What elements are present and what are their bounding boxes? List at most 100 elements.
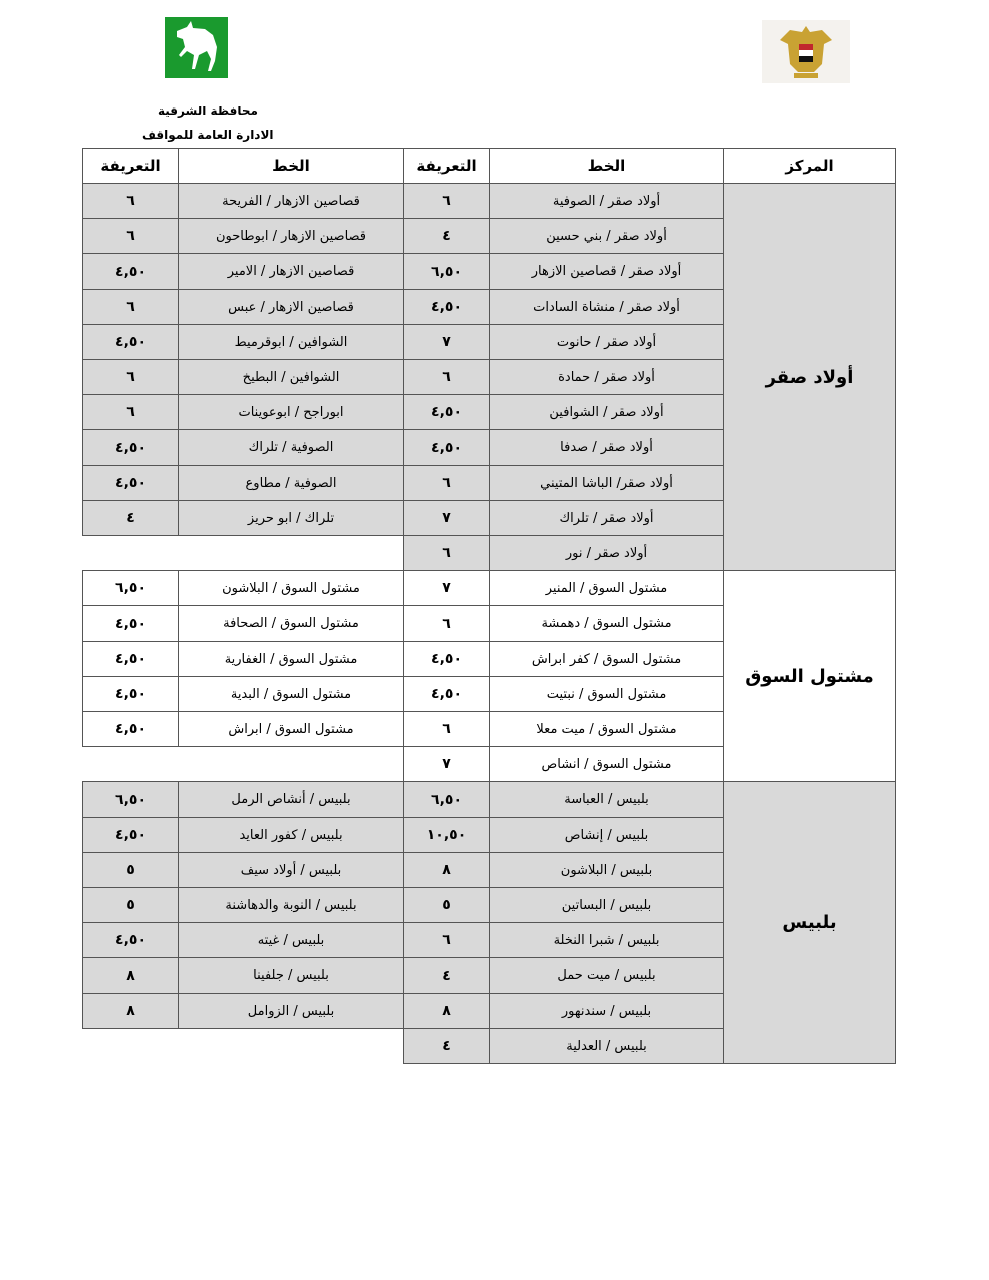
line-cell: مشتول السوق / كفر ابراش	[489, 641, 724, 677]
fare-cell: ٥	[82, 887, 179, 923]
line-cell: الصوفية / تلراك	[178, 429, 404, 466]
governorate-title: محافظة الشرقية	[158, 104, 258, 118]
line-cell: مشتول السوق / المنير	[489, 570, 724, 606]
line-cell: مشتول السوق / دهمشة	[489, 605, 724, 642]
line-cell: مشتول السوق / ميت معلا	[489, 711, 724, 747]
line-cell: بلبيس / أنشاص الرمل	[178, 781, 404, 818]
fare-cell: ٨	[403, 993, 490, 1029]
fare-cell: ٦	[403, 535, 490, 571]
fare-cell: ٤,٥٠	[403, 676, 490, 712]
line-cell: قصاصين الازهار / ابوطاحون	[178, 218, 404, 254]
fare-cell: ٦	[403, 183, 490, 219]
fare-cell: ٥	[403, 887, 490, 923]
fare-cell: ٤,٥٠	[82, 817, 179, 853]
line-cell: بلبيس / إنشاص	[489, 817, 724, 853]
fare-cell: ٤,٥٠	[82, 922, 179, 958]
line-cell: بلبيس / سندنهور	[489, 993, 724, 1029]
line-cell: بلبيس / العباسة	[489, 781, 724, 818]
fare-cell: ٤,٥٠	[82, 465, 179, 501]
fare-cell: ٧	[403, 746, 490, 782]
fare-cell: ٧	[403, 570, 490, 606]
fare-cell: ٤	[82, 500, 179, 536]
line-cell: مشتول السوق / البدية	[178, 676, 404, 712]
markaz-cell: مشتول السوق	[723, 570, 896, 782]
egypt-eagle-emblem	[762, 20, 850, 83]
line-cell: بلبيس / البلاشون	[489, 852, 724, 888]
line-cell: أولاد صقر / نور	[489, 535, 724, 571]
fare-cell: ٨	[82, 957, 179, 994]
fare-cell: ٤,٥٠	[403, 429, 490, 466]
line-cell: بلبيس / ميت حمل	[489, 957, 724, 994]
line-cell: أولاد صقر / تلراك	[489, 500, 724, 536]
fare-cell: ٦	[82, 183, 179, 219]
line-cell: أولاد صقر / بني حسين	[489, 218, 724, 254]
fare-cell: ٤,٥٠	[403, 289, 490, 325]
fare-cell: ٦,٥٠	[403, 781, 490, 818]
line-cell: أولاد صقر / منشاة السادات	[489, 289, 724, 325]
fare-cell: ٤,٥٠	[82, 605, 179, 642]
header-markaz: المركز	[723, 148, 896, 184]
fare-cell: ٤	[403, 1028, 490, 1064]
line-cell: أولاد صقر / قصاصين الازهار	[489, 253, 724, 290]
fare-cell: ٤,٥٠	[403, 641, 490, 677]
fare-cell: ٨	[82, 993, 179, 1029]
fare-cell: ٧	[403, 500, 490, 536]
line-cell: بلبيس / أولاد سيف	[178, 852, 404, 888]
line-cell: بلبيس / غيته	[178, 922, 404, 958]
fare-cell: ٨	[403, 852, 490, 888]
markaz-cell: أولاد صقر	[723, 183, 896, 571]
fare-cell: ٦	[403, 359, 490, 395]
fare-cell: ٦	[403, 711, 490, 747]
fare-cell: ٦	[403, 465, 490, 501]
line-cell: الشوافين / ابوقرميط	[178, 324, 404, 360]
fare-cell: ٤,٥٠	[82, 711, 179, 747]
line-cell: بلبيس / كفور العايد	[178, 817, 404, 853]
line-cell: بلبيس / النوبة والدهاشنة	[178, 887, 404, 923]
line-cell: بلبيس / جلفينا	[178, 957, 404, 994]
line-cell: الصوفية / مطاوع	[178, 465, 404, 501]
line-cell: قصاصين الازهار / عبس	[178, 289, 404, 325]
fare-cell: ٦	[82, 394, 179, 430]
fare-cell: ٤	[403, 218, 490, 254]
fare-cell: ٤,٥٠	[403, 394, 490, 430]
line-cell: ابوراجح / ابوعوينات	[178, 394, 404, 430]
line-cell: الشوافين / البطيخ	[178, 359, 404, 395]
fare-cell: ٤,٥٠	[82, 676, 179, 712]
header-line-2: الخط	[178, 148, 404, 184]
line-cell: مشتول السوق / البلاشون	[178, 570, 404, 606]
line-cell: أولاد صقر / حمادة	[489, 359, 724, 395]
fare-cell: ٦	[82, 289, 179, 325]
fare-cell: ٥	[82, 852, 179, 888]
line-cell: أولاد صقر / الشوافين	[489, 394, 724, 430]
line-cell: أولاد صقر / الصوفية	[489, 183, 724, 219]
fare-cell: ٤,٥٠	[82, 641, 179, 677]
line-cell: بلبيس / العدلية	[489, 1028, 724, 1064]
fare-cell: ٦,٥٠	[403, 253, 490, 290]
fare-cell: ٤,٥٠	[82, 429, 179, 466]
fare-cell: ١٠,٥٠	[403, 817, 490, 853]
line-cell: أولاد صقر / صدفا	[489, 429, 724, 466]
line-cell: مشتول السوق / الصحافة	[178, 605, 404, 642]
line-cell: مشتول السوق / نبتيت	[489, 676, 724, 712]
fare-cell: ٦	[82, 218, 179, 254]
line-cell: أولاد صقر / حانوت	[489, 324, 724, 360]
fare-cell: ٤,٥٠	[82, 324, 179, 360]
fare-cell: ٦	[82, 359, 179, 395]
fare-cell: ٤,٥٠	[82, 253, 179, 290]
fare-cell: ٤	[403, 957, 490, 994]
fare-cell: ٧	[403, 324, 490, 360]
fare-cell: ٦	[403, 605, 490, 642]
line-cell: بلبيس / البساتين	[489, 887, 724, 923]
fare-cell: ٦	[403, 922, 490, 958]
line-cell: مشتول السوق / انشاص	[489, 746, 724, 782]
horse-logo	[165, 17, 228, 78]
line-cell: قصاصين الازهار / الفريحة	[178, 183, 404, 219]
line-cell: بلبيس / الزوامل	[178, 993, 404, 1029]
line-cell: أولاد صقر/ الباشا المتيني	[489, 465, 724, 501]
line-cell: تلراك / ابو حريز	[178, 500, 404, 536]
header-fare-2: التعريفة	[82, 148, 179, 184]
line-cell: مشتول السوق / الغفارية	[178, 641, 404, 677]
department-title: الادارة العامة للمواقف	[142, 128, 274, 142]
line-cell: مشتول السوق / ابراش	[178, 711, 404, 747]
header-line: الخط	[489, 148, 724, 184]
